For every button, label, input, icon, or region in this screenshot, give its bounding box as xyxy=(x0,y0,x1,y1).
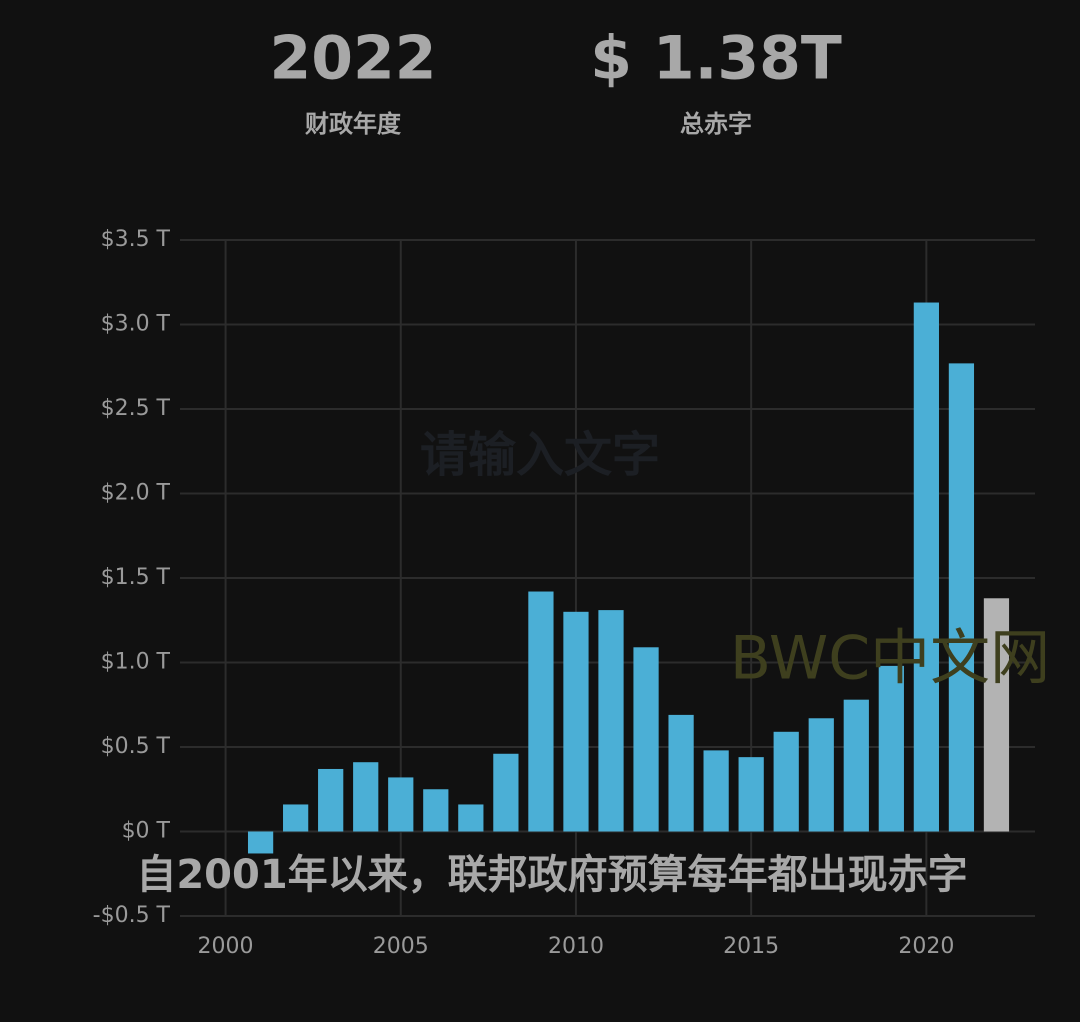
bar xyxy=(738,757,764,832)
x-tick-label: 2010 xyxy=(548,934,604,959)
y-tick-label: $1.5 T xyxy=(101,565,171,590)
y-tick-label: $3.5 T xyxy=(101,227,171,252)
watermark: BWC中文网 xyxy=(730,624,1050,694)
bar xyxy=(247,831,274,854)
header-total: $ 1.38T xyxy=(590,24,842,94)
x-tick-label: 2020 xyxy=(898,934,954,959)
caption: 自2001年以来，联邦政府预算每年都出现赤字 xyxy=(136,852,967,898)
bar xyxy=(318,768,344,832)
bar xyxy=(878,665,904,832)
bar xyxy=(493,753,519,832)
bar xyxy=(703,750,729,832)
bar xyxy=(353,762,379,832)
y-tick-label: $0.5 T xyxy=(101,734,171,759)
header-total-label: 总赤字 xyxy=(680,110,752,138)
bar xyxy=(913,302,939,832)
y-tick-label: $2.5 T xyxy=(101,396,171,421)
bar xyxy=(808,718,834,832)
header-year-label: 财政年度 xyxy=(305,110,402,138)
x-tick-label: 2015 xyxy=(723,934,779,959)
bar xyxy=(633,647,659,832)
y-tick-label: $3.0 T xyxy=(101,312,171,337)
bar xyxy=(773,731,799,832)
bar xyxy=(948,363,975,832)
bar xyxy=(668,714,694,832)
x-tick-label: 2005 xyxy=(373,934,429,959)
bar xyxy=(458,804,484,832)
y-tick-label: $1.0 T xyxy=(101,650,171,675)
header-year: 2022 xyxy=(270,24,437,94)
bar xyxy=(598,610,624,832)
plot: -$0.5 T $0 T $0.5 T $1.0 T $1.5 T $2.0 T $2.5 … xyxy=(93,227,1035,959)
bar xyxy=(388,777,414,832)
bar xyxy=(283,804,309,832)
y-tick-label: $2.0 T xyxy=(101,481,171,506)
bar xyxy=(983,598,1010,832)
bar xyxy=(423,789,449,832)
y-tick-label: $0 T xyxy=(122,819,171,844)
bar xyxy=(528,591,554,832)
bar xyxy=(563,611,589,832)
bar xyxy=(843,699,869,832)
x-tick-label: 2000 xyxy=(198,934,254,959)
y-tick-label: -$0.5 T xyxy=(93,903,171,928)
watermark: 请输入文字 xyxy=(420,427,660,483)
